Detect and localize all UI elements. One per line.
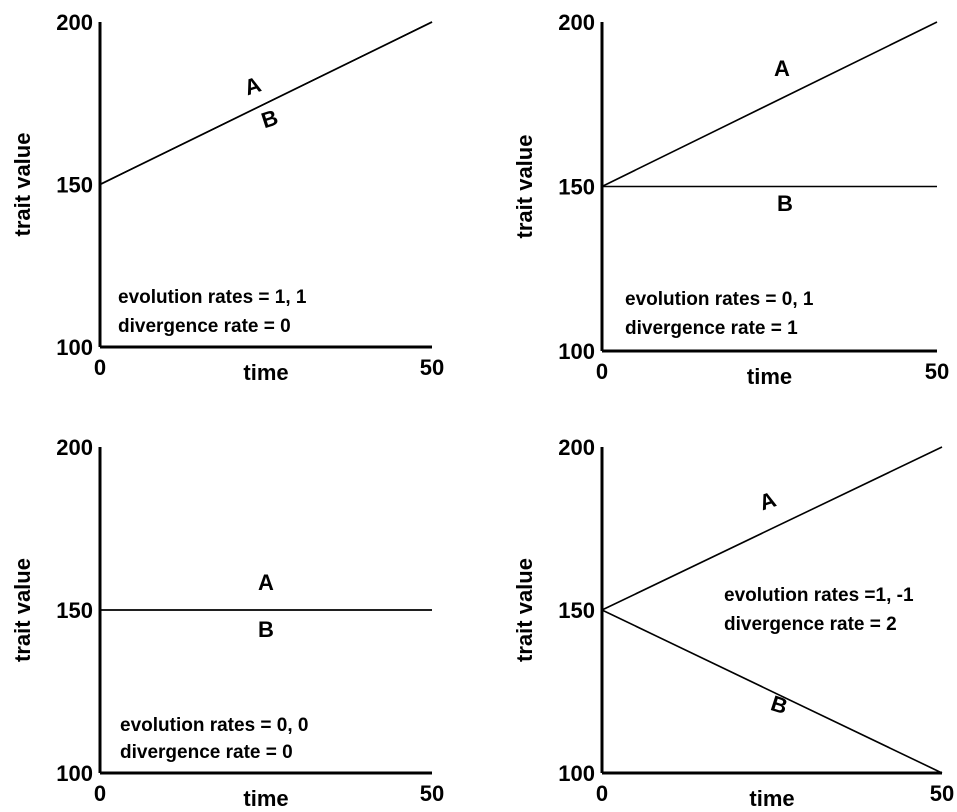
x-tick-label: 0 — [94, 355, 106, 380]
y-tick-label: 100 — [558, 339, 595, 364]
x-axis-title: time — [749, 786, 794, 811]
series-label-a: A — [774, 56, 790, 81]
x-tick-label: 50 — [930, 781, 954, 806]
y-tick-label: 100 — [56, 335, 93, 360]
series-label-a: A — [258, 570, 274, 595]
y-axis-title: trait value — [10, 133, 35, 237]
annotation-text: divergence rate = 0 — [118, 316, 291, 337]
y-tick-label: 100 — [56, 761, 93, 786]
x-tick-label: 50 — [420, 781, 444, 806]
x-axis-title: time — [243, 360, 288, 385]
series-label-b: B — [258, 617, 274, 642]
y-axis-title: trait value — [512, 558, 537, 662]
annotation-text: evolution rates = 1, 1 — [118, 287, 307, 308]
series-label-a: A — [756, 486, 779, 515]
y-tick-label: 200 — [558, 435, 595, 460]
annotation-text: divergence rate = 0 — [120, 742, 293, 763]
x-tick-label: 0 — [94, 781, 106, 806]
x-tick-label: 0 — [596, 781, 608, 806]
annotation-text: divergence rate = 2 — [724, 614, 897, 635]
y-tick-label: 200 — [56, 10, 93, 35]
series-line-a — [601, 446, 943, 611]
x-axis-title: time — [243, 786, 288, 811]
y-tick-label: 150 — [558, 175, 595, 200]
annotation-text: evolution rates =1, -1 — [724, 585, 914, 606]
series-line-a — [601, 21, 938, 188]
x-tick-label: 50 — [420, 355, 444, 380]
x-tick-label: 50 — [925, 359, 949, 384]
y-tick-label: 200 — [56, 435, 93, 460]
annotation-text: evolution rates = 0, 1 — [625, 289, 814, 310]
series-label-b: B — [768, 691, 791, 720]
x-tick-label: 0 — [596, 359, 608, 384]
series-label-a: A — [241, 71, 264, 100]
series-label-b: B — [258, 105, 281, 134]
series-line-b — [601, 609, 943, 774]
y-tick-label: 100 — [558, 761, 595, 786]
y-tick-label: 150 — [558, 598, 595, 623]
y-tick-label: 150 — [56, 598, 93, 623]
y-axis-title: trait value — [512, 135, 537, 239]
y-tick-label: 150 — [56, 173, 93, 198]
series-line-b — [99, 21, 433, 186]
y-axis-title: trait value — [10, 558, 35, 662]
x-axis-title: time — [747, 364, 792, 389]
y-tick-label: 200 — [558, 10, 595, 35]
annotation-text: evolution rates = 0, 0 — [120, 715, 309, 736]
series-label-b: B — [777, 191, 793, 216]
annotation-text: divergence rate = 1 — [625, 318, 798, 339]
